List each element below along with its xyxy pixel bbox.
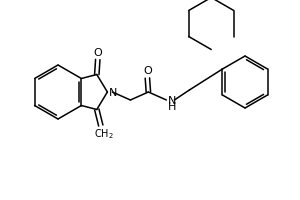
Text: O: O (143, 66, 152, 76)
Text: CH$_2$: CH$_2$ (94, 128, 114, 141)
Text: N: N (167, 96, 176, 106)
Text: H: H (167, 102, 176, 112)
Text: N: N (108, 88, 117, 98)
Text: O: O (93, 47, 102, 58)
